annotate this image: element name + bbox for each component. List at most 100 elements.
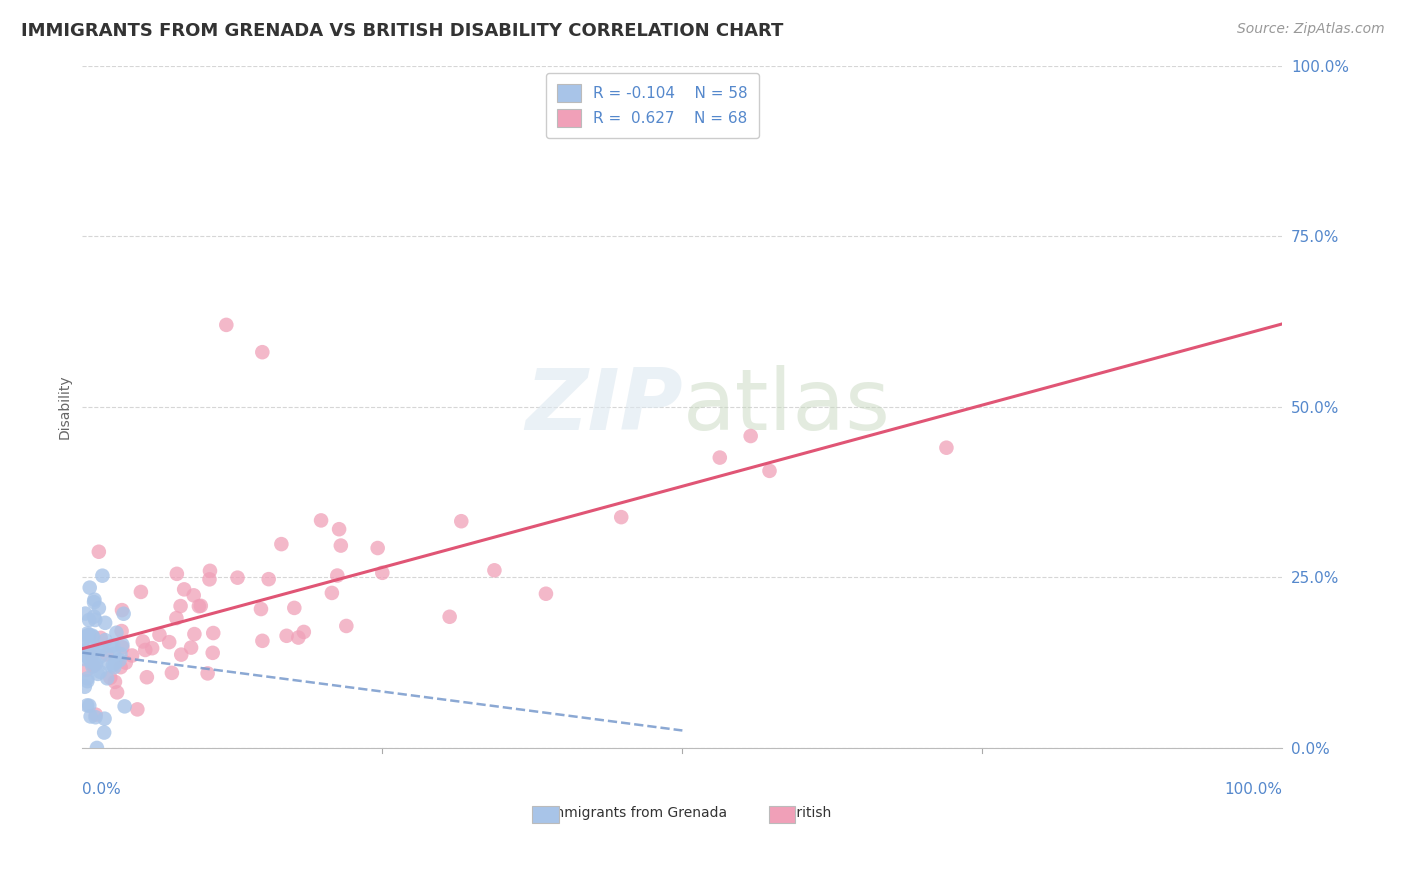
Point: [740, 429, 762, 443]
Point: [114, 656, 136, 670]
Point: [103, 647, 125, 661]
Point: [103, 660, 125, 674]
Point: [135, 670, 157, 684]
Point: [110, 647, 132, 661]
Point: [534, 587, 557, 601]
Point: [484, 563, 506, 577]
Point: [270, 537, 292, 551]
Point: [114, 699, 136, 714]
Point: [98, 671, 121, 685]
Text: 0.0%: 0.0%: [83, 782, 121, 797]
Point: [83, 659, 105, 673]
Point: [76, 672, 98, 686]
Point: [104, 674, 127, 689]
Point: [77, 629, 100, 643]
Point: [100, 639, 122, 653]
Point: [84, 657, 107, 672]
Point: [73, 652, 96, 666]
Point: [101, 658, 124, 673]
Point: [121, 648, 143, 663]
FancyBboxPatch shape: [769, 806, 796, 823]
Point: [89, 665, 111, 679]
Point: [86, 740, 108, 755]
Point: [76, 626, 98, 640]
Point: [87, 601, 110, 615]
Point: [83, 609, 105, 624]
Point: [90, 641, 112, 656]
Point: [76, 663, 98, 677]
Point: [108, 653, 131, 667]
Point: [321, 586, 343, 600]
Point: [79, 709, 101, 723]
Point: [226, 571, 249, 585]
Text: Immigrants from Grenada: Immigrants from Grenada: [538, 806, 727, 820]
Point: [141, 641, 163, 656]
Point: [96, 671, 118, 685]
Point: [75, 644, 97, 658]
Point: [173, 582, 195, 597]
Point: [287, 631, 309, 645]
Y-axis label: Disability: Disability: [58, 375, 72, 439]
Point: [935, 441, 957, 455]
Point: [87, 545, 110, 559]
Point: [84, 657, 107, 671]
Point: [76, 649, 98, 664]
Text: ZIP: ZIP: [524, 365, 682, 449]
Point: [79, 581, 101, 595]
Point: [276, 629, 298, 643]
Point: [165, 611, 187, 625]
Point: [79, 698, 101, 713]
Point: [96, 648, 118, 662]
Point: [180, 640, 202, 655]
Point: [82, 630, 104, 644]
Point: [105, 685, 128, 699]
Point: [77, 628, 100, 642]
Point: [111, 640, 134, 655]
Point: [79, 654, 101, 668]
Point: [160, 665, 183, 680]
Point: [72, 632, 94, 647]
Point: [73, 642, 96, 657]
Point: [367, 541, 389, 555]
Point: [76, 629, 98, 643]
Point: [84, 710, 107, 724]
Point: [83, 595, 105, 609]
Point: [450, 514, 472, 528]
Point: [104, 656, 127, 670]
Point: [82, 629, 104, 643]
Point: [75, 607, 97, 621]
Point: [190, 599, 212, 613]
Point: [328, 522, 350, 536]
Point: [257, 572, 280, 586]
Point: [709, 450, 731, 465]
Point: [197, 666, 219, 681]
Point: [758, 464, 780, 478]
Point: [183, 588, 205, 602]
Text: IMMIGRANTS FROM GRENADA VS BRITISH DISABILITY CORRELATION CHART: IMMIGRANTS FROM GRENADA VS BRITISH DISAB…: [21, 22, 783, 40]
Point: [132, 634, 155, 648]
Point: [610, 510, 633, 524]
Point: [252, 345, 274, 359]
Point: [283, 601, 305, 615]
Point: [198, 572, 221, 586]
Point: [89, 649, 111, 664]
Point: [157, 635, 180, 649]
Point: [439, 609, 461, 624]
Point: [309, 513, 332, 527]
Point: [80, 649, 103, 664]
Point: [134, 643, 156, 657]
Point: [84, 707, 107, 722]
Point: [77, 613, 100, 627]
Point: [105, 625, 128, 640]
Text: atlas: atlas: [682, 365, 890, 449]
Text: British: British: [779, 806, 832, 820]
FancyBboxPatch shape: [533, 806, 558, 823]
Point: [93, 712, 115, 726]
Point: [94, 615, 117, 630]
Point: [170, 648, 193, 662]
Point: [110, 624, 132, 638]
Point: [335, 619, 357, 633]
Point: [83, 592, 105, 607]
Point: [252, 633, 274, 648]
Point: [76, 674, 98, 689]
